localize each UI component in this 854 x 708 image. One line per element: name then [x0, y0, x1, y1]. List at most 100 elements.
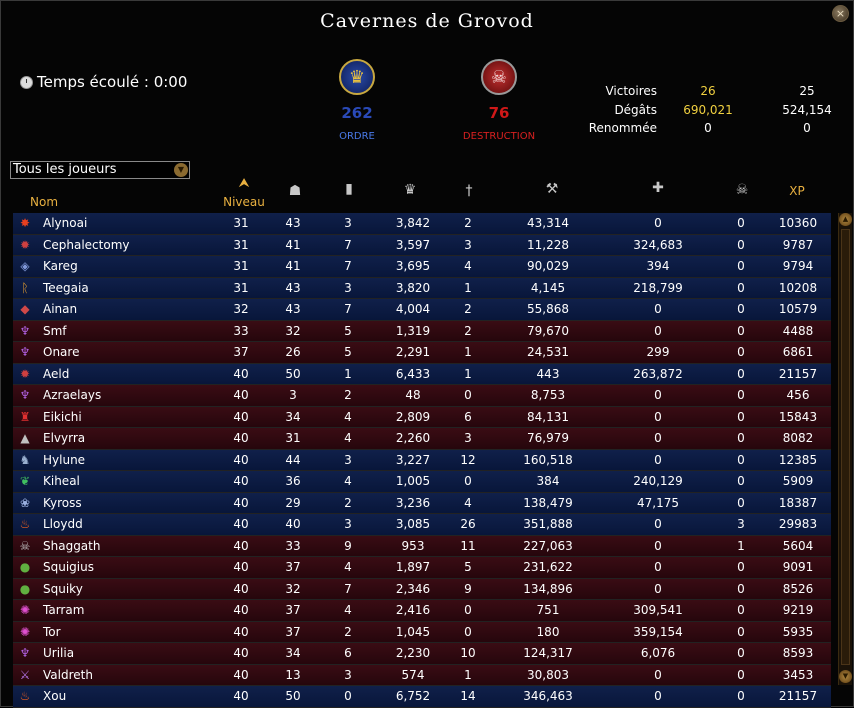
kills-icon[interactable]: ☗	[288, 183, 302, 199]
cell-db: 12	[460, 452, 476, 467]
cell-kills: 41	[285, 237, 301, 252]
cell-prot: 0	[737, 237, 745, 252]
cell-deaths: 7	[344, 581, 352, 596]
faction-destruction: ☠ 76 DESTRUCTION	[454, 59, 544, 142]
player-name: Ainan	[43, 302, 78, 316]
close-button[interactable]: ×	[832, 5, 849, 22]
cell-deaths: 4	[344, 603, 352, 617]
table-row[interactable]: ◈ Kareg 31 41 7 3,695 4 90,029 394 0 9794	[13, 256, 831, 278]
table-row[interactable]: ❦ Kiheal 40 36 4 1,005 0 384 240,129 0 5909	[13, 471, 831, 493]
table-row[interactable]: ✹ Aeld 40 50 1 6,433 1 443 263,872 0 21157	[13, 363, 831, 385]
cell-damage: 124,317	[523, 646, 573, 660]
table-row[interactable]: ᚱ Teegaia 31 43 3 3,820 1 4,145 218,799 0 10208	[13, 277, 831, 299]
chevron-down-icon[interactable]: ▼	[174, 163, 188, 177]
table-row[interactable]: ♆ Smf 33 32 5 1,319 2 79,670 0 0 4488	[13, 320, 831, 342]
wings-icon: ❀	[19, 495, 31, 510]
skull-emblem-icon: ☠	[481, 59, 517, 95]
table-scrollbar[interactable]: ▲ ▼	[838, 213, 852, 685]
players-table: ✸ Alynoai 31 43 3 3,842 2 43,314 0 0 10360 ✹ Cephale…	[13, 213, 831, 708]
table-row[interactable]: ♞ Hylune 40 44 3 3,227 12 160,518 0 0 12385	[13, 449, 831, 471]
player-name: Eikichi	[43, 409, 82, 424]
table-row[interactable]: ❀ Kyross 40 29 2 3,236 4 138,479 47,175 0 18387	[13, 492, 831, 514]
column-name[interactable]: Nom	[30, 195, 59, 209]
cell-xp: 6861	[782, 345, 814, 359]
cell-kills: 31	[285, 431, 301, 445]
cell-xp: 9794	[782, 259, 814, 273]
cell-db: 0	[464, 603, 472, 617]
cell-damage: 76,979	[527, 431, 569, 445]
table-row[interactable]: ♜ Eikichi 40 34 4 2,809 6 84,131 0 0 15843	[13, 406, 831, 428]
cell-prot: 3	[737, 517, 745, 531]
cell-db: 2	[464, 302, 472, 316]
player-name: Kiheal	[43, 474, 80, 488]
table-row[interactable]: ♨ Xou 40 50 0 6,752 14 346,463 0 0 21157	[13, 686, 831, 708]
cell-kills: 32	[285, 323, 301, 338]
cell-level: 40	[233, 624, 249, 639]
cell-heal: 0	[654, 323, 662, 338]
cell-kills: 37	[285, 603, 301, 617]
column-level[interactable]: Niveau	[223, 195, 265, 209]
summary-destruction-value: 524,154	[782, 103, 832, 117]
column-xp[interactable]: XP	[789, 184, 805, 198]
cell-renown: 2,230	[395, 646, 431, 660]
cell-kills: 33	[285, 538, 301, 553]
table-row[interactable]: ⚔ Valdreth 40 13 3 574 1 30,803 0 0 3453	[13, 664, 831, 686]
cell-kills: 26	[285, 345, 301, 359]
cell-db: 11	[460, 538, 476, 553]
healing-icon[interactable]: ✚	[652, 180, 664, 196]
table-row[interactable]: ♆ Urilia 40 34 6 2,230 10 124,317 6,076 0 8593	[13, 643, 831, 665]
player-name: Valdreth	[43, 667, 93, 682]
cell-db: 3	[464, 237, 472, 252]
cell-kills: 50	[285, 366, 301, 381]
cell-prot: 0	[737, 581, 745, 596]
player-name: Hylune	[43, 452, 86, 467]
cell-prot: 0	[737, 689, 745, 703]
order-name: ORDRE	[339, 131, 375, 142]
cell-damage: 751	[536, 603, 560, 617]
player-name: Tarram	[43, 603, 85, 617]
summary-label: Renommée	[588, 121, 657, 135]
deathblows-icon[interactable]: †	[465, 183, 473, 199]
cell-deaths: 4	[344, 431, 352, 445]
table-row[interactable]: ● Squiky 40 32 7 2,346 9 134,896 0 0 8526	[13, 578, 831, 600]
deaths-icon[interactable]: ▮	[345, 181, 353, 197]
cell-db: 14	[460, 689, 476, 703]
cell-level: 40	[233, 689, 249, 703]
squig-icon: ●	[19, 560, 31, 574]
cell-prot: 0	[737, 474, 745, 488]
cell-renown: 953	[401, 538, 425, 553]
table-row[interactable]: ● Squigius 40 37 4 1,897 5 231,622 0 0 9091	[13, 557, 831, 579]
helm-icon: ◈	[20, 259, 30, 273]
table-row[interactable]: ◆ Ainan 32 43 7 4,004 2 55,868 0 0 10579	[13, 299, 831, 321]
table-row[interactable]: ♆ Azraelays 40 3 2 48 0 8,753 0 0 456	[13, 385, 831, 407]
player-name: Tor	[43, 624, 61, 639]
protection-icon[interactable]: ☠	[735, 182, 749, 198]
player-filter-select[interactable]: Tous les joueurs ▼	[10, 161, 190, 179]
cell-renown: 3,085	[395, 517, 431, 531]
rune-icon: ᚱ	[21, 280, 29, 295]
table-row[interactable]: ✺ Tor 40 37 2 1,045 0 180 359,154 0 5935	[13, 621, 831, 643]
cell-damage: 8,753	[530, 388, 566, 402]
cell-heal: 240,129	[633, 474, 683, 488]
cell-db: 26	[460, 517, 476, 531]
table-row[interactable]: ♨ Lloydd 40 40 3 3,085 26 351,888 0 3 29983	[13, 514, 831, 536]
table-row[interactable]: ✺ Tarram 40 37 4 2,416 0 751 309,541 0 9219	[13, 600, 831, 622]
cell-damage: 231,622	[523, 560, 573, 574]
scroll-thumb[interactable]	[841, 229, 850, 665]
table-row[interactable]: ♆ Onare 37 26 5 2,291 1 24,531 299 0 6861	[13, 342, 831, 364]
cell-heal: 309,541	[633, 603, 683, 617]
cell-deaths: 7	[344, 237, 352, 252]
table-row[interactable]: ☠ Shaggath 40 33 9 953 11 227,063 0 1 5604	[13, 535, 831, 557]
renown-icon[interactable]: ♛	[403, 182, 417, 198]
damage-icon[interactable]: ⚒	[545, 181, 559, 197]
cell-deaths: 7	[344, 259, 352, 273]
table-row[interactable]: ✸ Alynoai 31 43 3 3,842 2 43,314 0 0 10360	[13, 213, 831, 235]
cell-prot: 0	[737, 409, 745, 424]
player-name: Xou	[43, 689, 67, 703]
player-name: Smf	[43, 323, 67, 338]
scroll-down-icon[interactable]: ▼	[839, 670, 852, 683]
table-row[interactable]: ▲ Elvyrra 40 31 4 2,260 3 76,979 0 0 8082	[13, 428, 831, 450]
scroll-up-icon[interactable]: ▲	[839, 213, 852, 226]
cell-xp: 15843	[778, 409, 818, 424]
table-row[interactable]: ✹ Cephalectomy 31 41 7 3,597 3 11,228 324,683 0 97…	[13, 234, 831, 256]
